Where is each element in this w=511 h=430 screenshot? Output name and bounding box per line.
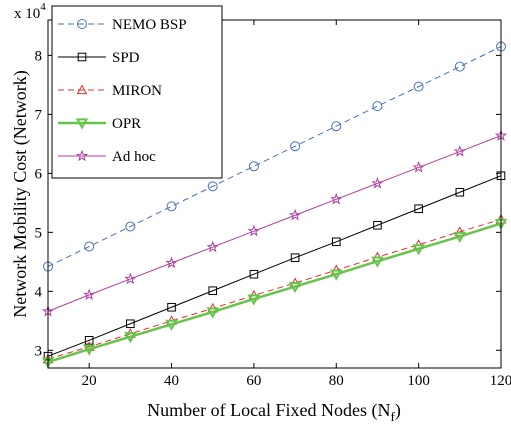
y-tick-label: 4	[35, 284, 43, 300]
y-tick-label: 5	[35, 225, 43, 241]
data-point	[288, 208, 302, 221]
data-point	[371, 256, 384, 268]
data-point	[206, 240, 219, 253]
data-point	[412, 244, 425, 256]
data-point	[330, 192, 343, 205]
data-point	[371, 176, 384, 189]
data-point	[247, 294, 261, 306]
legend-entry: SPD	[58, 50, 140, 66]
data-point	[413, 81, 424, 92]
data-point	[454, 61, 465, 72]
y-axis-label: Network Mobility Cost (Network)	[10, 70, 31, 317]
data-point	[414, 204, 423, 214]
data-point	[125, 221, 136, 232]
series-layer	[41, 41, 508, 369]
legend-label: MIRON	[112, 83, 162, 99]
legend: NEMO BSP SPD MIRON OPR Ad hoc	[51, 5, 223, 179]
data-point	[124, 332, 137, 344]
series-line	[47, 135, 502, 312]
y-tick-label: 8	[35, 48, 43, 64]
legend-label: NEMO BSP	[112, 17, 187, 33]
data-point	[166, 201, 177, 212]
data-point	[290, 141, 301, 152]
data-point	[124, 272, 137, 285]
data-point	[330, 269, 343, 281]
series-line	[47, 222, 502, 364]
data-point	[82, 344, 96, 356]
y-multiplier-label: x 104	[14, 1, 46, 22]
series-spd	[43, 171, 506, 361]
data-point	[247, 224, 261, 237]
legend-marker	[75, 118, 89, 130]
data-point	[208, 286, 218, 296]
series-line	[47, 175, 502, 357]
legend-label: SPD	[112, 50, 140, 66]
data-point	[455, 187, 465, 197]
data-point	[372, 101, 383, 112]
data-point	[331, 121, 342, 132]
y-tick-label: 6	[35, 166, 43, 182]
legend-marker	[76, 84, 88, 95]
legend-marker	[75, 149, 89, 162]
y-tick-label: 3	[35, 343, 43, 359]
data-point	[453, 145, 466, 157]
legend-entry: NEMO BSP	[58, 17, 187, 33]
legend-label: OPR	[112, 116, 141, 132]
data-point	[165, 256, 178, 269]
series-line	[47, 218, 502, 360]
data-point	[207, 181, 218, 192]
legend-entries: NEMO BSP SPD MIRON OPR Ad hoc	[58, 17, 187, 165]
legend-marker	[77, 19, 87, 29]
x-tick-label: 120	[490, 373, 511, 389]
x-axis-label: Number of Local Fixed Nodes (Nf)	[147, 400, 401, 424]
data-point	[84, 335, 94, 345]
series-line	[47, 46, 502, 267]
series-ad-hoc	[41, 129, 508, 317]
x-tick-label: 80	[329, 373, 344, 389]
x-tick-label: 100	[407, 373, 430, 389]
data-point	[83, 288, 96, 301]
data-point	[249, 269, 259, 279]
data-point	[84, 241, 95, 252]
data-point	[165, 319, 178, 331]
data-point	[412, 160, 425, 173]
series-nemo-bsp	[43, 41, 506, 272]
x-tick-label: 60	[246, 373, 261, 389]
legend-entry: MIRON	[58, 83, 162, 99]
data-point	[373, 220, 382, 230]
data-point	[206, 307, 219, 319]
y-tick-label: 7	[35, 107, 43, 123]
plot-frame	[47, 19, 502, 369]
legend-box	[51, 5, 223, 179]
data-point	[167, 302, 176, 312]
x-tick-label: 20	[82, 373, 97, 389]
x-tick-label: 40	[164, 373, 179, 389]
legend-label: Ad hoc	[112, 149, 156, 165]
legend-marker	[77, 52, 87, 62]
series-opr	[41, 218, 508, 369]
data-point	[453, 231, 467, 244]
legend-entry: OPR	[58, 116, 141, 132]
series-miron	[42, 213, 507, 364]
data-point	[126, 319, 135, 329]
data-point	[248, 161, 259, 172]
data-point	[290, 253, 300, 263]
data-point	[288, 282, 302, 294]
legend-entry: Ad hoc	[58, 149, 156, 165]
data-point	[331, 237, 341, 247]
